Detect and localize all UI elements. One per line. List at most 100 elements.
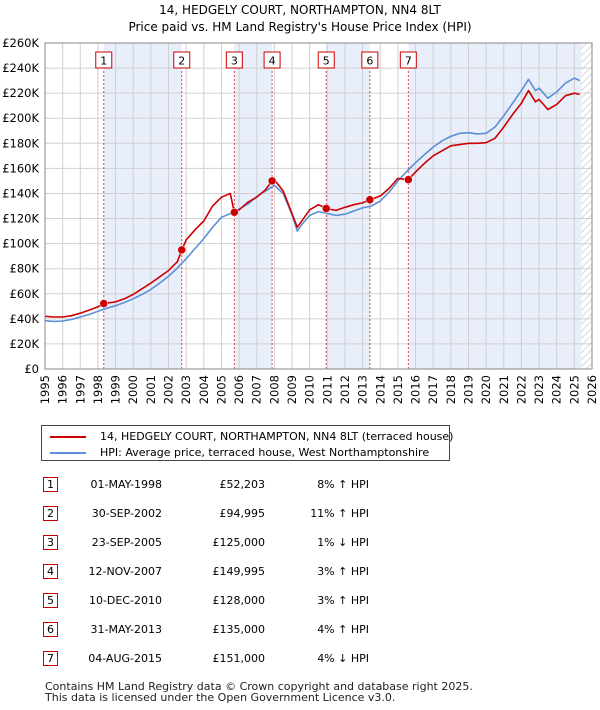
- sale-point: [177, 245, 186, 255]
- sale-label-box: 3: [225, 51, 243, 69]
- x-tick-label: 2019: [461, 375, 475, 404]
- x-tick-label: 2014: [373, 375, 387, 404]
- sale-label-box: 1: [95, 51, 113, 69]
- x-tick-label: 2003: [179, 375, 193, 404]
- x-tick-label: 2012: [338, 375, 352, 404]
- attribution-line-2: This data is licensed under the Open Gov…: [45, 691, 396, 704]
- x-tick-label: 1996: [56, 375, 70, 404]
- attribution-footer: Contains HM Land Registry data © Crown c…: [45, 681, 473, 703]
- sale-label-number: 1: [100, 55, 107, 68]
- sale-number-badge: 6: [43, 622, 58, 637]
- legend-swatch-hpi: [50, 452, 86, 454]
- chart-subtitle: Price paid vs. HM Land Registry's House …: [128, 20, 471, 34]
- sale-label-number: 7: [405, 55, 412, 68]
- legend-label-property: 14, HEDGELY COURT, NORTHAMPTON, NN4 8LT …: [100, 430, 454, 443]
- price-chart: 14, HEDGELY COURT, NORTHAMPTON, NN4 8LT …: [2, 3, 599, 404]
- sale-label-frame: [317, 51, 335, 69]
- x-tick-label: 1998: [91, 375, 105, 404]
- sale-label-number: 2: [178, 55, 185, 68]
- sale-point: [230, 208, 239, 217]
- x-tick-label: 2017: [426, 375, 440, 404]
- sale-hpi-diff: 11% ↑ HPI: [310, 507, 369, 520]
- sale-date: 04-AUG-2015: [88, 652, 162, 665]
- sale-label-number: 4: [269, 55, 276, 68]
- sale-date: 31-MAY-2013: [90, 623, 162, 636]
- x-tick-label: 2023: [532, 375, 546, 404]
- x-tick-label: 2015: [391, 375, 405, 404]
- table-row: 6 31-MAY-2013 £135,000 4% ↑ HPI: [0, 622, 600, 642]
- sale-label-number: 5: [323, 55, 330, 68]
- hpi-series-line: [44, 77, 580, 323]
- sale-price: £149,995: [212, 565, 266, 578]
- sale-number-badge: 7: [43, 651, 58, 666]
- sale-price: £128,000: [212, 594, 266, 607]
- sale-point: [365, 195, 375, 204]
- chart-title: 14, HEDGELY COURT, NORTHAMPTON, NN4 8LT: [159, 3, 441, 17]
- sale-label-frame: [95, 51, 113, 69]
- sale-number-badge: 1: [43, 477, 58, 492]
- sale-date: 30-SEP-2002: [91, 507, 162, 520]
- y-tick-label: £40K: [10, 312, 40, 326]
- sale-label-box: 5: [317, 51, 335, 69]
- sale-period-band: [234, 43, 273, 369]
- sale-point: [404, 175, 413, 184]
- x-tick-label: 2022: [514, 375, 528, 404]
- sale-number-badge: 5: [43, 593, 58, 608]
- legend-label-hpi: HPI: Average price, terraced house, West…: [100, 446, 430, 459]
- sale-label-box: 7: [399, 51, 417, 69]
- x-tick-label: 1995: [38, 375, 52, 404]
- x-tick-label: 2004: [197, 375, 211, 404]
- sale-label-box: 4: [263, 51, 281, 69]
- sale-label-frame: [399, 51, 417, 69]
- table-row: 2 30-SEP-2002 £94,995 11% ↑ HPI: [0, 506, 600, 526]
- sale-point: [99, 299, 109, 308]
- table-row: 7 04-AUG-2015 £151,000 4% ↓ HPI: [0, 651, 600, 671]
- forecast-hatch-region: [581, 43, 592, 369]
- y-tick-label: £260K: [2, 36, 39, 50]
- y-tick-label: £60K: [10, 287, 40, 301]
- sale-date: 23-SEP-2005: [91, 536, 162, 549]
- y-tick-label: £80K: [10, 262, 40, 276]
- sale-number-badge: 4: [43, 564, 58, 579]
- sale-price: £94,995: [219, 507, 266, 520]
- x-tick-label: 1997: [73, 375, 87, 404]
- x-tick-label: 2026: [585, 375, 599, 404]
- x-tick-label: 2013: [356, 375, 370, 404]
- sale-hpi-diff: 3% ↑ HPI: [317, 594, 369, 607]
- x-tick-label: 2020: [479, 375, 493, 404]
- y-tick-label: £20K: [10, 337, 40, 351]
- x-tick-label: 2011: [320, 375, 334, 404]
- y-tick-label: £120K: [2, 212, 39, 226]
- x-tick-label: 2021: [497, 375, 511, 404]
- x-tick-label: 2000: [126, 375, 140, 404]
- sale-label-frame: [225, 51, 243, 69]
- sale-label-box: 6: [361, 51, 379, 69]
- table-row: 1 01-MAY-1998 £52,203 8% ↑ HPI: [0, 477, 600, 497]
- sale-price: £151,000: [212, 652, 266, 665]
- y-tick-label: £200K: [2, 111, 39, 125]
- x-tick-label: 2002: [162, 375, 176, 404]
- chart-legend: 14, HEDGELY COURT, NORTHAMPTON, NN4 8LT …: [41, 425, 454, 461]
- sale-date: 01-MAY-1998: [90, 478, 162, 491]
- legend-swatch-property: [50, 436, 86, 438]
- y-tick-label: £240K: [2, 61, 39, 75]
- x-tick-label: 2001: [144, 375, 158, 404]
- sale-point: [267, 176, 277, 186]
- x-tick-label: 2010: [303, 375, 317, 404]
- sale-period-band: [408, 43, 582, 369]
- x-tick-label: 1999: [109, 375, 123, 404]
- y-tick-label: £160K: [2, 161, 39, 175]
- sale-price: £52,203: [219, 478, 266, 491]
- x-tick-label: 2018: [444, 375, 458, 404]
- table-row: 3 23-SEP-2005 £125,000 1% ↓ HPI: [0, 535, 600, 555]
- x-tick-label: 2024: [550, 375, 564, 404]
- plot-frame: [44, 42, 593, 370]
- sale-label-number: 3: [231, 55, 238, 68]
- y-tick-label: £100K: [2, 237, 39, 251]
- sale-point: [322, 204, 331, 213]
- y-tick-label: £220K: [2, 86, 39, 100]
- sale-date: 12-NOV-2007: [88, 565, 162, 578]
- attribution-line-1: Contains HM Land Registry data © Crown c…: [45, 680, 473, 693]
- sale-hpi-diff: 4% ↓ HPI: [317, 652, 369, 665]
- x-tick-label: 2005: [214, 375, 228, 404]
